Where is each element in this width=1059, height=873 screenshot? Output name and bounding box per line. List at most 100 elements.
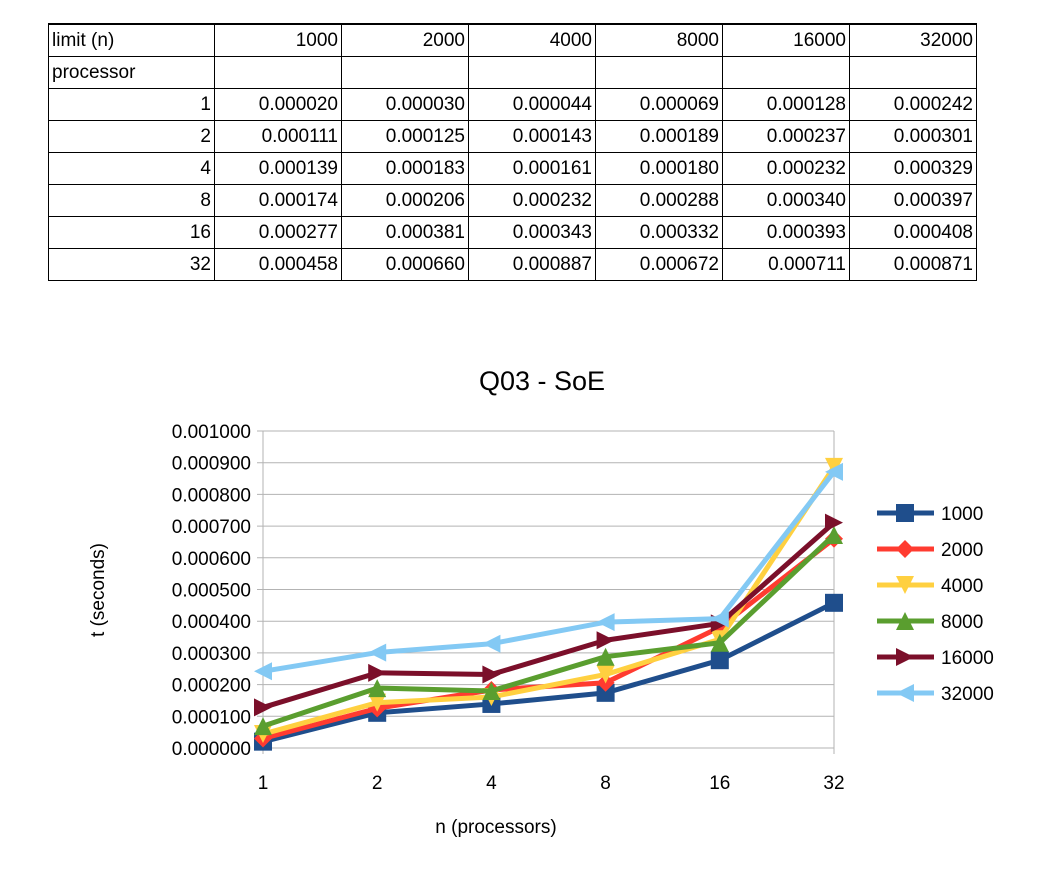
legend-marker: [896, 612, 914, 630]
y-tick-label: 0.000900: [172, 454, 251, 475]
subheader-label: processor: [48, 56, 215, 89]
value-cell: 0.000381: [341, 216, 469, 249]
value-cell: 0.000343: [468, 216, 596, 249]
value-cell: 0.000458: [214, 248, 342, 281]
legend-item: 8000: [877, 612, 983, 633]
table-row: 1 0.000020 0.000030 0.000044 0.000069 0.00012…: [48, 88, 977, 121]
value-cell: 0.000237: [722, 120, 850, 153]
y-tick-label: 0.000800: [172, 485, 251, 506]
data-point: [710, 609, 729, 628]
value-cell: 0.000660: [341, 248, 469, 281]
x-tick-label: 8: [600, 773, 611, 794]
series-line: [262, 470, 836, 674]
empty-cell: [849, 56, 977, 89]
processor-cell: 32: [48, 248, 215, 281]
series-8000: [254, 525, 843, 736]
legend-label: 16000: [941, 648, 994, 669]
data-point: [596, 631, 615, 650]
data-point: [596, 647, 615, 666]
x-tick-label: 1: [258, 773, 269, 794]
value-cell: 0.000332: [595, 216, 723, 249]
data-point: [254, 698, 272, 717]
data-point: [710, 633, 729, 652]
value-cell: 0.000393: [722, 216, 850, 249]
data-point: [254, 717, 272, 736]
series-line: [262, 520, 836, 710]
empty-cell: [468, 56, 596, 89]
column-header: 1000: [214, 23, 342, 57]
processor-cell: 4: [48, 152, 215, 185]
data-point: [596, 683, 615, 702]
value-cell: 0.000143: [468, 120, 596, 153]
series-line: [262, 600, 836, 745]
data-point: [254, 662, 272, 681]
y-tick-label: 0.000100: [172, 707, 251, 728]
data-point: [825, 457, 843, 476]
data-point: [368, 693, 387, 712]
empty-cell: [214, 56, 342, 89]
legend-label: 32000: [941, 684, 994, 705]
y-tick-label: 0.000500: [172, 581, 251, 602]
legend-label: 1000: [941, 504, 983, 525]
legend-item: 16000: [877, 648, 994, 669]
row-header-label: limit (n): [48, 23, 215, 57]
value-cell: 0.000711: [722, 248, 850, 281]
table-header-row: limit (n) 1000 2000 4000 8000 16000 32000: [48, 23, 977, 57]
value-cell: 0.000340: [722, 184, 850, 217]
data-point: [710, 651, 729, 670]
x-tick-label: 32: [823, 773, 844, 794]
data-point: [368, 643, 387, 662]
processor-cell: 16: [48, 216, 215, 249]
y-tick-label: 0.000400: [172, 612, 251, 633]
data-point: [825, 525, 843, 544]
data-point: [368, 663, 387, 682]
chart-title: Q03 - SoE: [479, 366, 605, 396]
gridlines: [257, 430, 835, 754]
table-subheader-row: processor: [48, 56, 977, 89]
value-cell: 0.000180: [595, 152, 723, 185]
table-row: 4 0.000139 0.000183 0.000161 0.000180 0.00023…: [48, 152, 977, 185]
data-point: [482, 634, 501, 653]
value-cell: 0.000069: [595, 88, 723, 121]
table-row: 16 0.000277 0.000381 0.000343 0.000332 0.0003…: [48, 216, 977, 249]
legend-marker: [896, 540, 914, 558]
value-cell: 0.000672: [595, 248, 723, 281]
x-axis-label: n (processors): [435, 817, 556, 838]
legend-marker: [896, 684, 914, 702]
data-point: [596, 613, 615, 632]
y-tick-label: 0.000700: [172, 517, 251, 538]
table-row: 8 0.000174 0.000206 0.000232 0.000288 0.00034…: [48, 184, 977, 217]
y-tick-label: 0.000600: [172, 549, 251, 570]
data-point: [482, 665, 501, 684]
series-line: [262, 533, 836, 729]
y-tick-label: 0.000200: [172, 676, 251, 697]
y-tick-label: 0.000000: [172, 739, 251, 760]
legend-label: 2000: [941, 540, 983, 561]
y-tick-label: 0.001000: [172, 422, 251, 443]
y-axis-label: t (seconds): [88, 543, 109, 637]
processor-cell: 2: [48, 120, 215, 153]
value-cell: 0.000139: [214, 152, 342, 185]
legend-label: 8000: [941, 612, 983, 633]
table-row: 32 0.000458 0.000660 0.000887 0.000672 0.0007…: [48, 248, 977, 281]
series-line: [262, 465, 837, 737]
value-cell: 0.000044: [468, 88, 596, 121]
legend-item: 4000: [877, 576, 983, 597]
value-cell: 0.000111: [214, 120, 342, 153]
legend-item: 32000: [877, 684, 994, 705]
series-32000: [254, 462, 843, 681]
value-cell: 0.000020: [214, 88, 342, 121]
series-16000: [254, 513, 843, 717]
legend-marker: [896, 504, 914, 522]
legend-item: 1000: [877, 504, 983, 525]
value-cell: 0.000232: [722, 152, 850, 185]
value-cell: 0.000288: [595, 184, 723, 217]
empty-cell: [341, 56, 469, 89]
legend-label: 4000: [941, 576, 983, 597]
value-cell: 0.000887: [468, 248, 596, 281]
x-tick-labels: 1 2 4 8 16 32: [258, 773, 845, 794]
value-cell: 0.000174: [214, 184, 342, 217]
results-table: limit (n) 1000 2000 4000 8000 16000 32000 proce…: [48, 23, 977, 281]
x-tick-label: 4: [486, 773, 497, 794]
